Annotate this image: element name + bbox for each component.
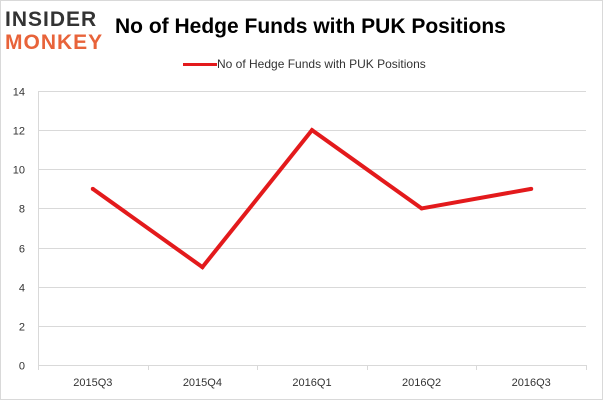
series-line [91,127,532,270]
data-point [529,186,534,191]
y-tick-label: 6 [19,244,25,256]
x-tick-label: 2015Q4 [183,377,222,389]
x-tick-label: 2016Q3 [512,377,551,389]
legend-swatch [183,63,217,66]
y-tick-label: 2 [19,322,25,334]
y-tick-label: 8 [19,204,25,216]
y-tick-label: 10 [13,165,25,177]
legend-label: No of Hedge Funds with PUK Positions [217,57,426,71]
data-point [200,265,205,270]
y-tick-label: 0 [19,361,25,373]
data-point [90,186,95,191]
chart-title: No of Hedge Funds with PUK Positions [115,15,506,38]
x-tick-label: 2016Q1 [292,377,331,389]
data-point [419,206,424,211]
x-tick-label: 2016Q2 [402,377,441,389]
insider-monkey-logo: INSIDER MONKEY [5,9,109,55]
y-tick-label: 14 [13,87,25,99]
y-tick-label: 4 [19,283,25,295]
y-tick-label: 12 [13,126,25,138]
data-point [310,128,314,133]
x-tick-label: 2015Q3 [73,377,112,389]
logo-line-2: MONKEY [5,31,104,54]
logo-line-1: INSIDER [5,8,98,31]
